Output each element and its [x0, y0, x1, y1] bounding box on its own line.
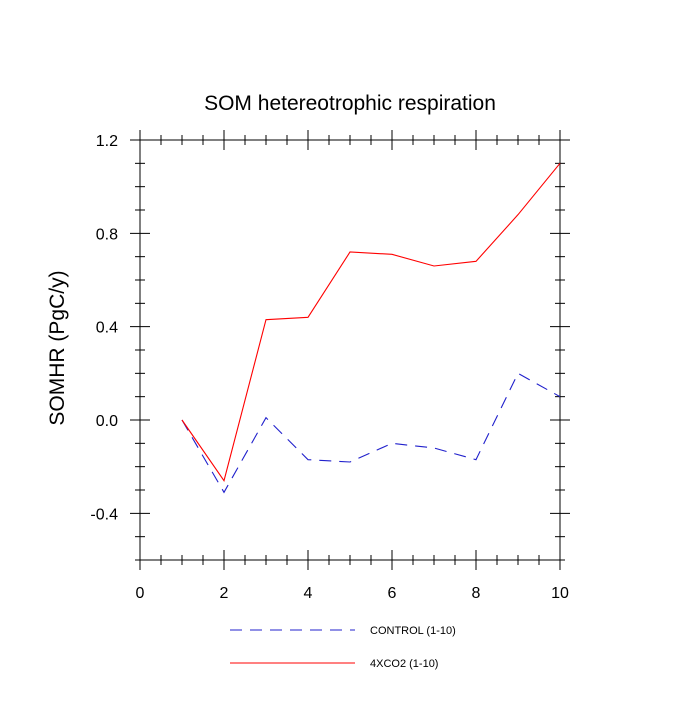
x-tick-label: 10 — [551, 585, 569, 602]
x-tick-label: 0 — [136, 585, 145, 602]
x-tick-label: 6 — [388, 585, 397, 602]
y-tick-label: 1.2 — [96, 133, 118, 150]
x-tick-label: 8 — [472, 585, 481, 602]
x-tick-label: 2 — [220, 585, 229, 602]
y-tick-label: 0.4 — [96, 320, 118, 337]
series-line-control — [181, 372, 561, 494]
series-line-4xco2 — [181, 162, 561, 482]
plot-frame — [139, 139, 561, 561]
series-layer — [181, 162, 561, 494]
chart-title: SOM hetereotrophic respiration — [204, 92, 496, 115]
y-axis-label: SOMHR (PgC/y) — [46, 270, 69, 425]
legend-label: CONTROL (1-10) — [370, 625, 456, 637]
y-tick-label: 0.0 — [96, 413, 118, 430]
legend: CONTROL (1-10) 4XCO2 (1-10) — [230, 625, 456, 670]
axis-ticks: 0 2 4 6 8 10 -0.4 0.0 0.4 0.8 1.2 — [90, 130, 570, 602]
x-tick-label: 4 — [304, 585, 313, 602]
y-tick-label: 0.8 — [96, 226, 118, 243]
y-tick-label: -0.4 — [90, 506, 118, 523]
legend-label: 4XCO2 (1-10) — [370, 658, 438, 670]
